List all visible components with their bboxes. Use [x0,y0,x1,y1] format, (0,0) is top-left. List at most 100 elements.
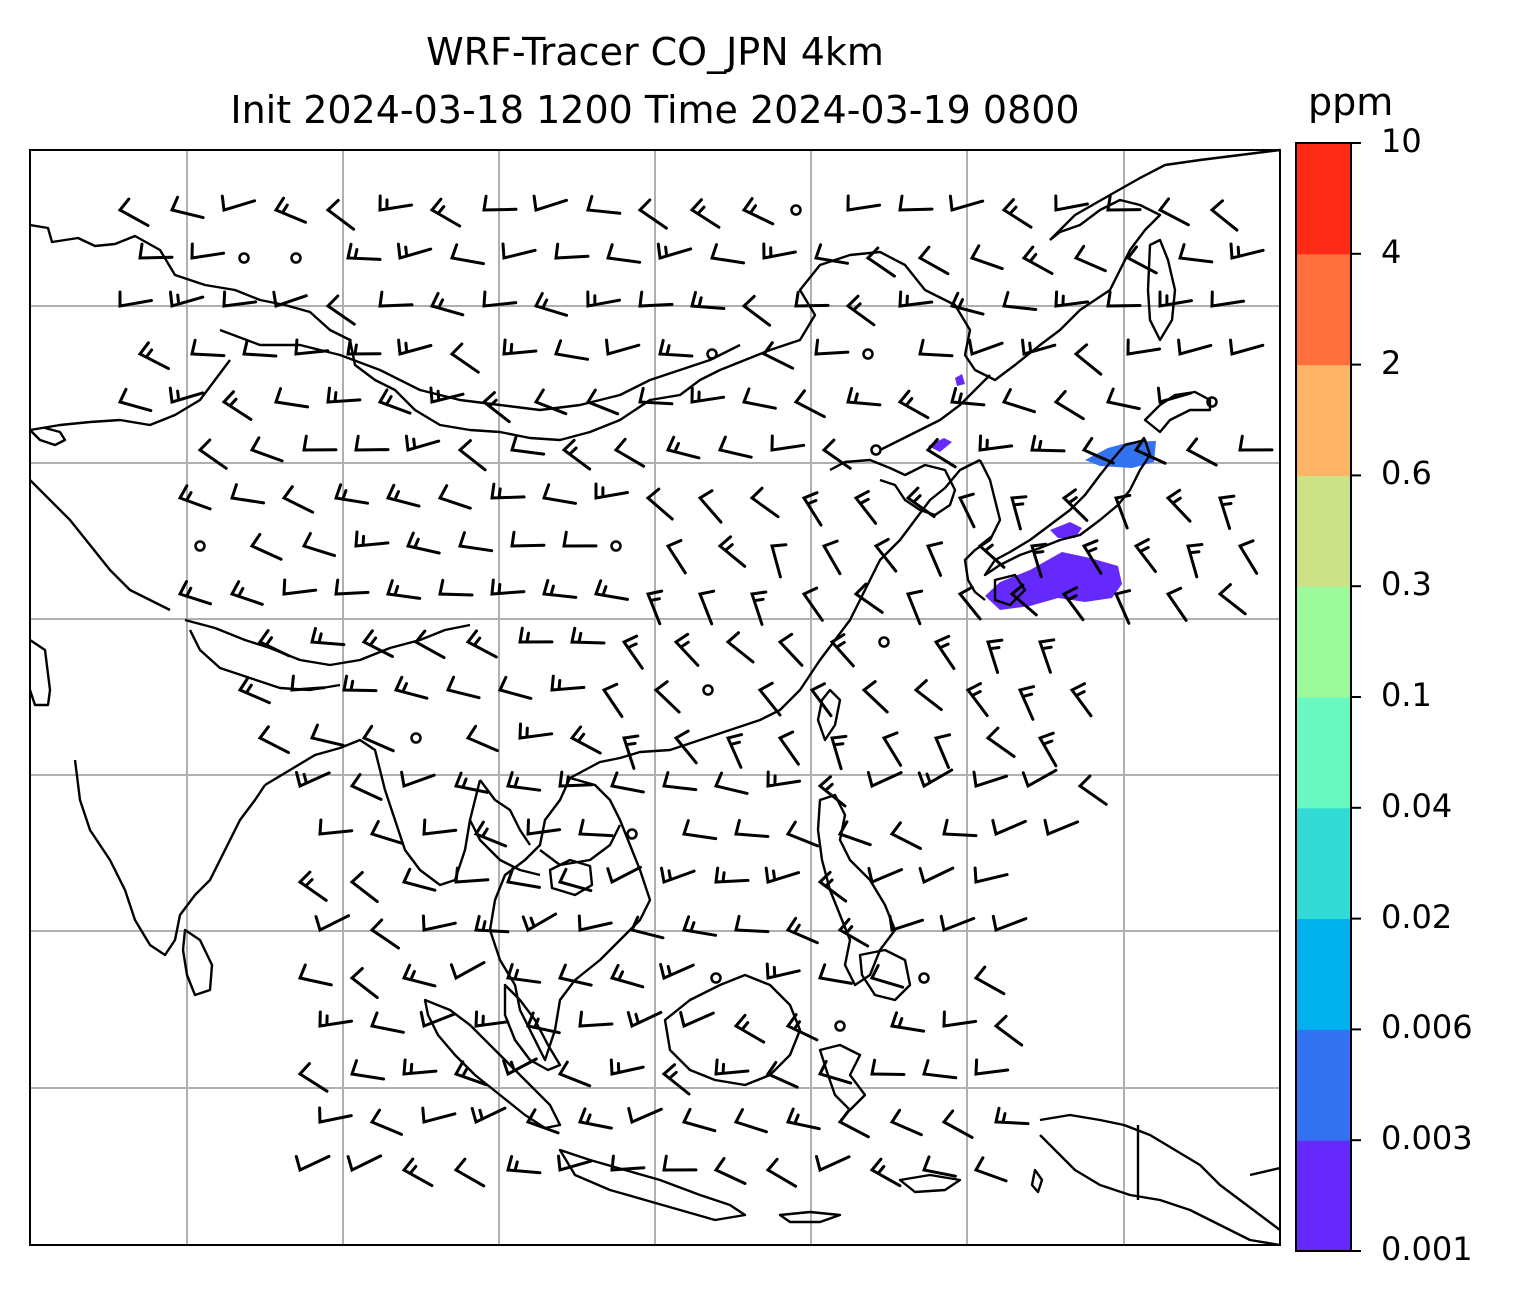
wind-barb [993,1014,1024,1047]
wind-barb [401,867,437,892]
wind-barb [237,676,271,705]
wind-barb [814,338,850,356]
colorbar-tick-label: 4 [1381,232,1402,271]
wind-barb [846,194,882,212]
wind-barb [1178,243,1214,264]
wind-barb [817,870,848,903]
wind-barb [660,866,696,885]
wind-barb [449,342,480,374]
wind-barb [294,1154,331,1173]
wind-barb [978,434,1014,452]
wind-barb [609,963,645,989]
wind-barb [318,1106,353,1124]
wind-barb [401,963,437,988]
wind-barb [681,915,718,937]
wind-barb [506,963,542,984]
wind-barb [1073,244,1107,273]
wind-barb [817,775,847,808]
wind-barb [888,914,924,932]
wind-barb [474,1010,510,1028]
wind-barb [586,290,621,308]
wind-barb [973,866,1009,884]
wind-barb-calm [238,252,250,264]
wind-barb [249,532,283,561]
wind-barb [659,962,695,981]
wind-barb [1217,583,1247,616]
colorbar-tick-label: 0.02 [1381,897,1453,936]
wind-barb [326,386,362,404]
wind-barb [815,1155,851,1173]
wind-barb [770,434,806,452]
wind-barb [741,387,777,410]
colorbar-segment [1296,697,1351,809]
wind-barb [378,290,414,308]
wind-barb [393,675,429,700]
wind-barb [354,434,390,452]
wind-barb [401,1157,434,1188]
wind-barb [1158,290,1193,308]
wind-barb [553,339,590,361]
coastline-india-west [28,639,52,707]
wind-barb [869,964,905,989]
wind-barb [867,866,903,885]
wind-barb [986,638,1004,674]
wind-barb [272,290,308,308]
wind-barb [405,531,441,555]
wind-barb [577,914,613,932]
wind-barb-calm [710,972,722,984]
wind-barb [656,242,693,260]
wind-barb [449,961,486,981]
wind-barb [222,290,258,308]
wind-barb [794,290,830,308]
wind-barb [557,963,593,987]
wind-barb [169,290,205,308]
tracer-plume-small [955,374,965,386]
wind-barb [274,387,310,409]
wind-barb [761,341,795,370]
wind-barb [917,768,954,789]
wind-barb [949,291,985,316]
wind-barb [346,1154,383,1173]
wind-barb [117,387,153,413]
wind-barb [177,484,212,511]
wind-barb [1125,245,1158,275]
border-himalaya [184,618,471,667]
wind-barb [1186,543,1204,579]
wind-barb [638,386,674,406]
wind-barb [717,535,747,568]
wind-barb [281,485,315,514]
coastline-mindanao [858,948,912,1002]
wind-barb [606,243,642,264]
wind-barb [510,435,546,456]
wind-barb [1113,493,1132,530]
wind-barb [917,245,950,276]
wind-barb [502,1057,538,1077]
coastline-bohai [829,458,957,517]
wind-barb [622,734,640,770]
wind-barb [837,917,870,948]
wind-barb [557,1060,592,1088]
wind-barb [1165,488,1192,523]
wind-barb [1038,638,1056,674]
wind-barb [1229,242,1265,260]
wind-barb [813,243,850,265]
wind-barb-calm [870,444,882,456]
wind-barb [242,338,278,358]
wind-barb [710,243,746,265]
wind-barb [354,530,390,548]
wind-barb [385,483,421,508]
wind-barb [557,867,593,893]
wind-barb [518,626,554,644]
wind-barb-calm [834,1020,846,1032]
coastline-indochina [488,776,652,1062]
wind-barb-calm [790,204,802,216]
wind-barb [1077,774,1108,806]
wind-barb [950,387,986,407]
wind-barb [1081,436,1115,465]
wind-barb [933,634,956,670]
wind-barb [369,1108,403,1136]
wind-barb [766,770,802,788]
wind-barb [1073,343,1103,376]
wind-barb [1133,538,1157,573]
wind-barb [350,1059,386,1081]
